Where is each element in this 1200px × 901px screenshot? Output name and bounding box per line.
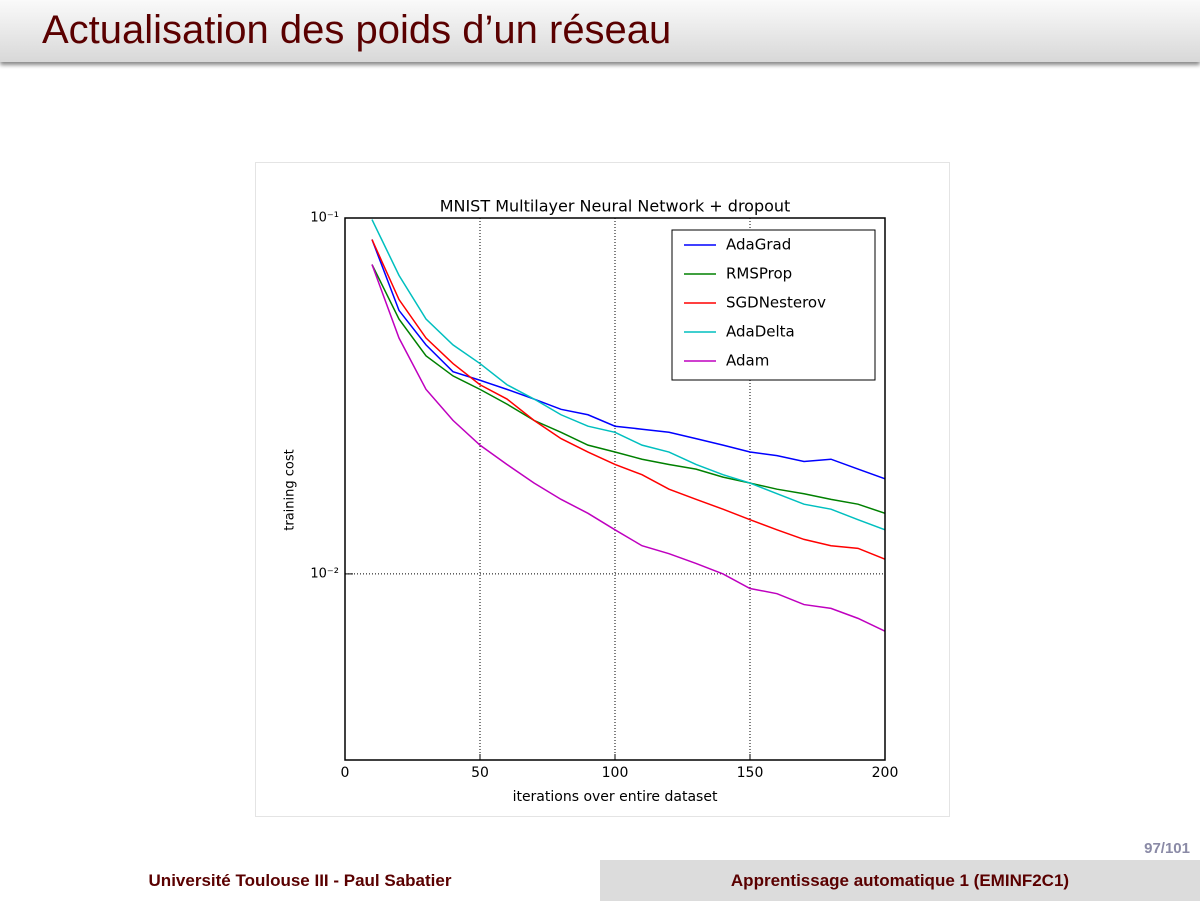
line-series [371,239,885,560]
chart-title: MNIST Multilayer Neural Network + dropou… [440,197,791,216]
legend-label: Adam [726,352,769,370]
legend-label: RMSProp [726,265,792,283]
plot-frame [344,217,886,761]
footer-right: Apprentissage automatique 1 (EMINF2C1) [600,860,1200,901]
x-axis-label: iterations over entire dataset [513,789,718,805]
line-series [371,264,885,632]
footer-left: Université Toulouse III - Paul Sabatier [148,871,452,890]
y-axis-label: training cost [283,449,298,530]
x-tick-label: 100 [602,765,629,781]
x-tick-label: 0 [341,765,350,781]
line-series [371,239,885,480]
legend-box [671,229,876,381]
line-series [371,264,885,515]
legend-label: SGDNesterov [726,294,826,312]
legend-label: AdaGrad [726,236,791,254]
header: Actualisation des poids d’un réseau [0,0,1200,62]
x-tick-label: 200 [872,765,899,781]
x-tick-label: 50 [471,765,489,781]
y-tick-label: 10⁻² [310,566,339,581]
x-tick-label: 150 [737,765,764,781]
plot-area [371,219,885,632]
legend-label: AdaDelta [726,323,795,341]
slide-title: Actualisation des poids d’un réseau [42,8,672,52]
y-tick-label: 10⁻¹ [310,211,339,226]
page-number: 97/101 [1144,840,1190,857]
line-series [371,219,885,531]
